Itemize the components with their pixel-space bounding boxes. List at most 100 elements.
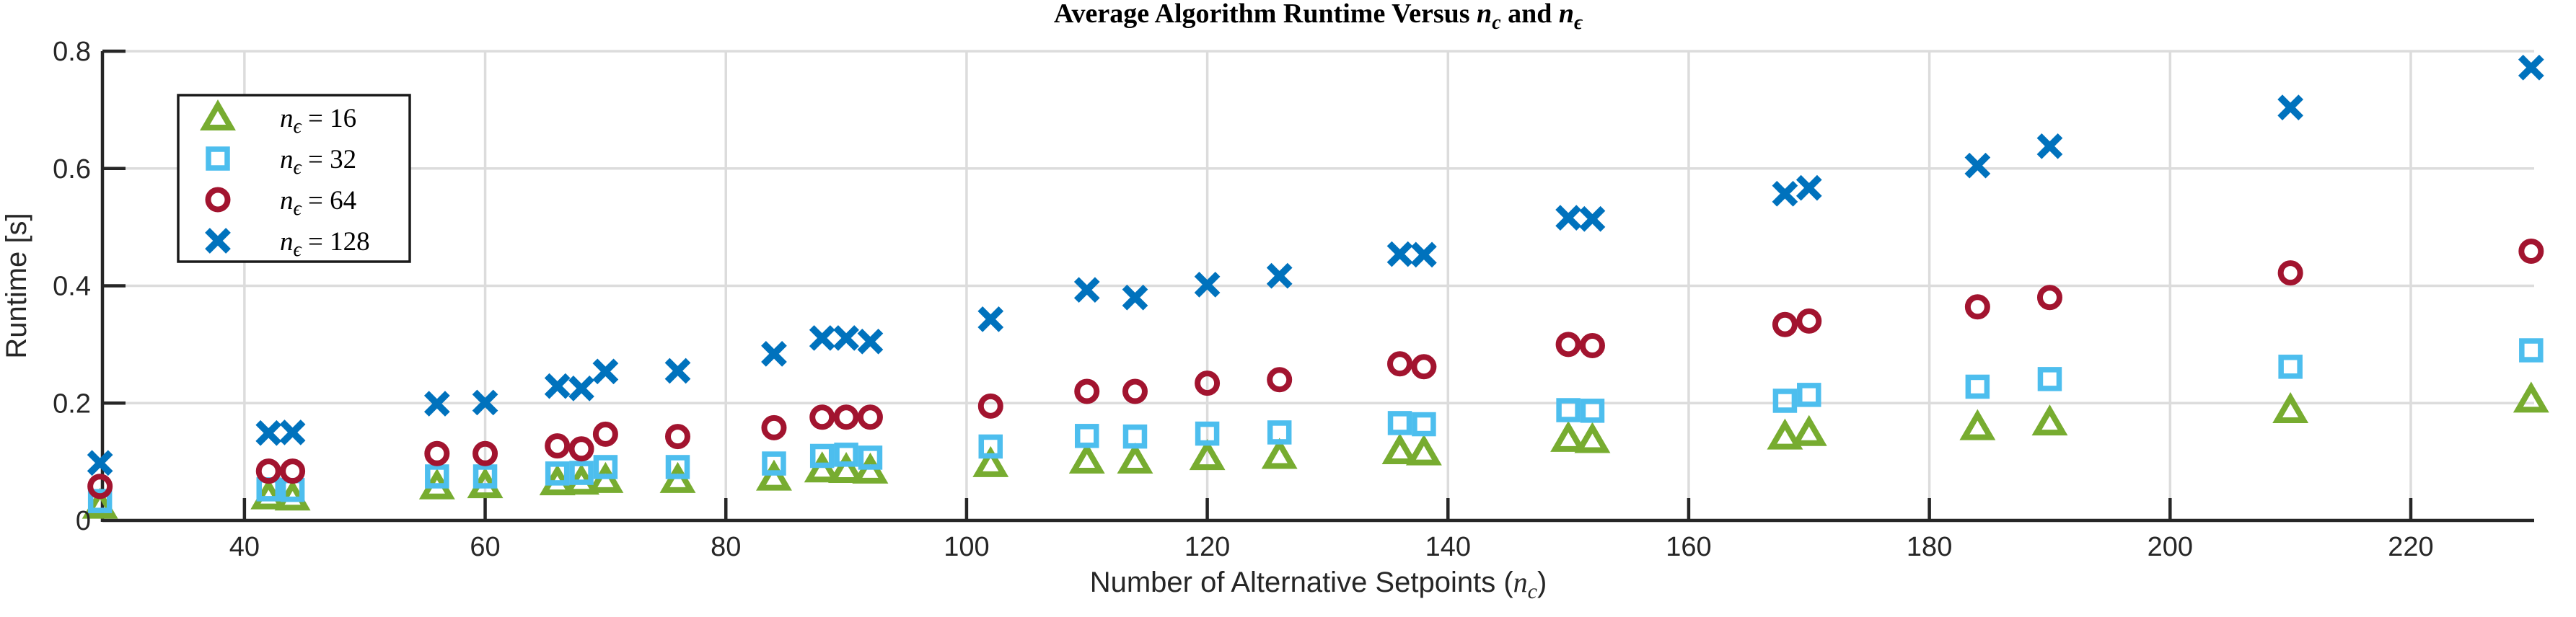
data-point-circle [761,414,787,440]
data-point-square [1412,412,1436,437]
data-point-x [2036,133,2063,159]
label-part-sub: ϵ [294,239,303,261]
data-point-circle [1074,378,1100,404]
data-point-x [1772,180,1798,207]
label-part-var: n [1513,566,1528,598]
data-point-x [2518,54,2544,81]
series-triangle [82,381,2549,519]
label-part-text: and [1501,0,1559,29]
data-point-circle [833,404,859,430]
data-point-x [1122,284,1148,311]
label-part-var: n [280,186,294,216]
y-tick-label: 0.4 [53,272,91,302]
data-point-x [1194,272,1221,298]
data-point-square [1075,424,1099,448]
data-point-circle [87,474,113,500]
label-part-text: = 32 [302,145,356,174]
data-point-circle [1579,333,1605,359]
grid-layer [102,50,2534,520]
legend-marker-square [206,146,230,171]
data-point-square [1195,421,1220,446]
data-point-x [809,325,835,351]
legend-label: nϵ = 64 [280,186,356,220]
data-point-triangle [1550,420,1587,452]
data-point-square [1387,411,1412,435]
x-tick-label: 140 [1425,532,1471,562]
data-point-triangle [274,479,311,511]
legend-entry: nϵ = 32 [206,145,356,179]
data-point-square [762,451,786,476]
data-point-x [1555,205,1581,231]
label-part-var: n [280,227,294,257]
data-point-square [1772,389,1798,413]
data-point-circle [545,433,571,459]
data-point-triangle [1261,438,1298,469]
legend-marker-x [205,228,231,254]
x-tick-label: 120 [1184,532,1230,562]
data-point-square [809,443,835,469]
data-point-triangle [2031,404,2068,436]
data-point-circle [472,440,498,466]
x-tick-label: 200 [2148,532,2193,562]
data-point-x [977,306,1004,332]
legend-label: nϵ = 32 [280,145,356,179]
legend-entry: nϵ = 16 [200,99,356,138]
data-point-circle [1411,354,1437,380]
label-part-text: ) [1537,567,1547,598]
data-point-x [544,373,571,399]
legend-box [177,94,411,263]
data-point-x [1795,174,1822,201]
data-point-circle [664,424,690,450]
label-part-sub: c [1492,12,1501,34]
label-part-var: n [280,145,294,174]
series-layer [82,54,2549,519]
data-point-square [569,461,594,485]
data-point-circle [592,421,618,447]
y-tick-label: 0.6 [53,154,91,185]
data-point-circle [424,440,450,466]
data-point-x [279,420,306,445]
y-tick-label: 0.2 [53,389,91,419]
data-point-x [1411,241,1437,268]
label-part-text: Average Algorithm Runtime Versus [1054,0,1477,29]
data-point-x [1073,277,1100,303]
legend-entry: nϵ = 64 [205,186,356,220]
data-point-x [1266,262,1293,289]
data-point-circle [1267,367,1293,393]
chart-title: Average Algorithm Runtime Versus nc and … [1054,0,1583,34]
data-point-x [87,450,113,476]
data-point-square [545,461,570,486]
data-point-x [1579,205,1606,232]
data-point-x [592,358,619,385]
data-point-square [1965,374,1990,399]
data-point-triangle [804,451,840,483]
x-tick-label: 100 [944,532,989,562]
data-point-triangle [82,487,118,519]
data-point-x [1386,241,1413,267]
data-point-square [472,464,498,489]
data-point-x [472,389,498,416]
data-point-triangle [756,459,792,491]
data-point-circle [568,436,594,462]
data-point-circle [1122,378,1148,404]
data-point-x [761,341,787,367]
data-point-square [425,464,449,489]
data-point-square [1556,398,1581,422]
data-point-circle [2518,238,2544,264]
data-point-square [665,455,690,479]
y-tick-label: 0.8 [53,37,91,67]
y-tick-label: 0 [76,506,91,536]
data-point-triangle [1790,414,1827,446]
label-part-text: Number of Alternative Setpoints ( [1090,567,1514,598]
data-point-triangle [828,452,865,484]
data-point-square [2037,367,2062,391]
data-point-circle [977,393,1003,419]
data-point-circle [1796,308,1822,334]
data-point-square [2519,338,2544,363]
data-point-x [255,420,282,446]
series-circle [87,238,2544,500]
data-point-triangle [1767,418,1803,450]
